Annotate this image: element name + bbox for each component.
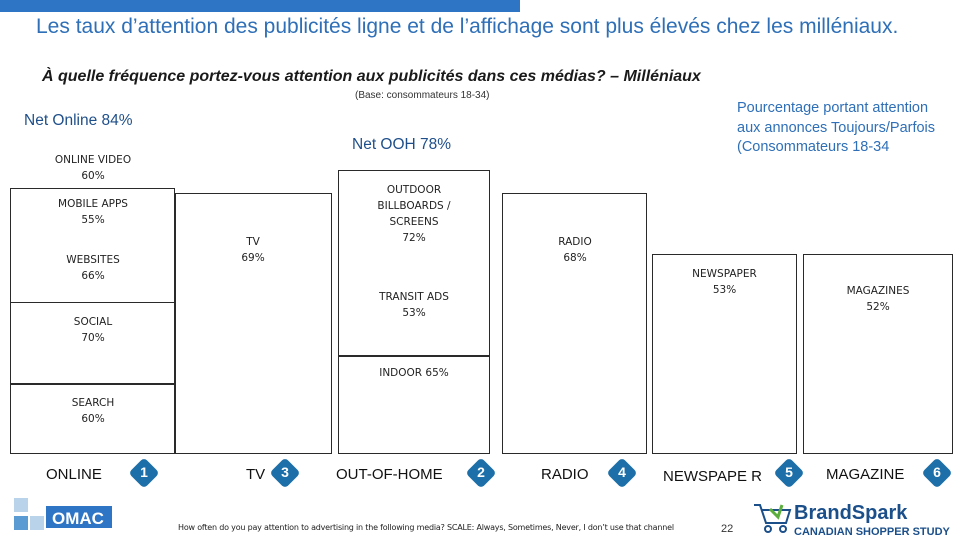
net-ooh-label: Net OOH 78% [352, 136, 452, 153]
search-label: SEARCH 60% [71, 397, 115, 425]
rank-badge-radio: 4 [606, 457, 638, 489]
newspaper-box [652, 254, 797, 454]
radio-box [502, 193, 647, 454]
ooh-outdoor-transit-box [338, 170, 490, 356]
magazines-box [803, 254, 953, 454]
websites-label: WEBSITES 66% [66, 254, 120, 282]
transit-label: TRANSIT ADS 53% [379, 291, 449, 319]
category-radio: RADIO [541, 466, 589, 483]
indoor-label: INDOOR 65% [379, 367, 449, 379]
category-newspaper: NEWSPAPE R [663, 468, 762, 485]
online-search-box [10, 384, 175, 454]
page-subtitle: À quelle fréquence portez-vous attention… [42, 68, 701, 85]
brandspark-logo: BrandSpark CANADIAN SHOPPER STUDY [752, 497, 957, 539]
net-online-label: Net Online 84% [24, 112, 133, 129]
top-accent-bar [0, 0, 520, 12]
category-online: ONLINE [46, 466, 102, 483]
radio-label: RADIO 68% [558, 236, 592, 264]
newspaper-label: NEWSPAPER 53% [692, 268, 757, 296]
online-mobile-box [10, 188, 175, 303]
page-title: Les taux d’attention des publicités lign… [36, 15, 899, 38]
ooh-indoor-box [338, 356, 490, 454]
mobile-apps-label: MOBILE APPS 55% [58, 198, 128, 226]
rank-badge-newspaper: 5 [773, 457, 805, 489]
base-note: (Base: consommateurs 18-34) [355, 90, 490, 101]
rank-badge-online: 1 [128, 457, 160, 489]
legend-note: Pourcentage portant attention aux annonc… [737, 100, 936, 155]
category-magazine: MAGAZINE [826, 466, 905, 483]
magazines-label: MAGAZINES 52% [846, 285, 910, 313]
outdoor-label: OUTDOOR BILLBOARDS / SCREENS 72% [377, 184, 451, 244]
rank-badge-magazine: 6 [921, 457, 953, 489]
social-label: SOCIAL 70% [73, 316, 113, 344]
page-number: 22 [721, 523, 734, 535]
rank-badge-ooh: 2 [465, 457, 497, 489]
survey-question-footnote: How often do you pay attention to advert… [178, 523, 674, 532]
category-ooh: OUT-OF-HOME [336, 466, 443, 483]
svg-text:BrandSpark: BrandSpark [794, 502, 908, 524]
svg-text:OMAC: OMAC [52, 509, 104, 528]
category-tv: TV [246, 466, 266, 483]
online-video-label: ONLINE VIDEO 60% [54, 154, 132, 182]
rank-badge-tv: 3 [269, 457, 301, 489]
tv-label: TV 69% [241, 236, 265, 264]
svg-text:CANADIAN SHOPPER STUDY: CANADIAN SHOPPER STUDY [794, 526, 951, 538]
omac-logo: OMAC [14, 496, 124, 536]
tv-box [175, 193, 332, 454]
